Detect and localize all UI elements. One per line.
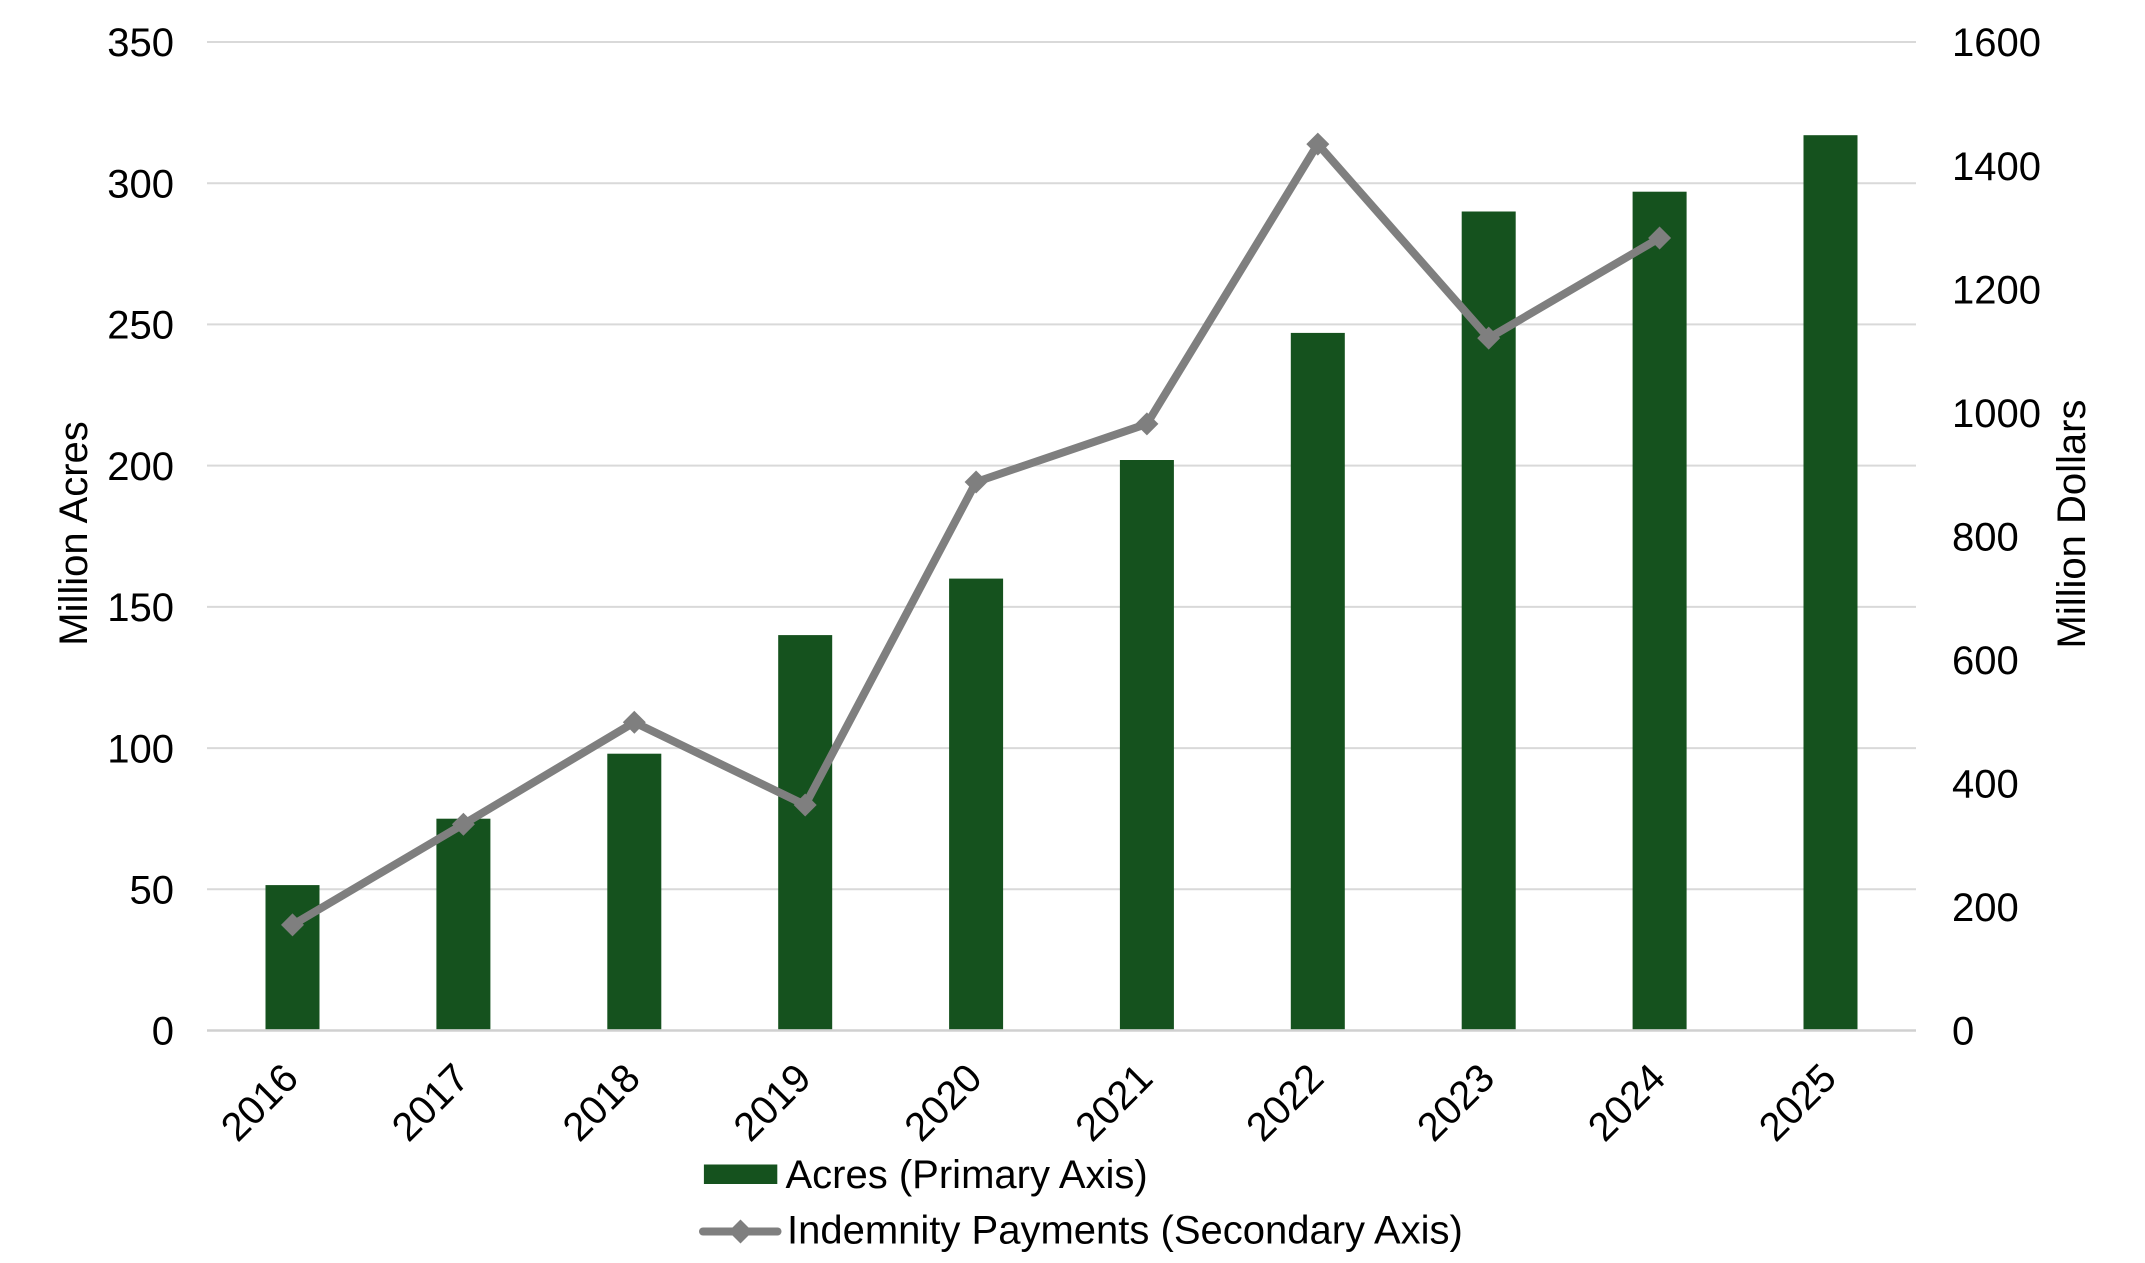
svg-text:200: 200 — [1952, 886, 2019, 930]
svg-text:Million Dollars: Million Dollars — [2050, 400, 2094, 649]
svg-text:300: 300 — [107, 162, 174, 206]
svg-text:600: 600 — [1952, 639, 2019, 683]
svg-text:Acres (Primary Axis): Acres (Primary Axis) — [786, 1153, 1148, 1197]
svg-text:150: 150 — [107, 586, 174, 630]
svg-text:1600: 1600 — [1952, 21, 2041, 65]
svg-text:350: 350 — [107, 21, 174, 65]
svg-text:1400: 1400 — [1952, 145, 2041, 189]
svg-text:Indemnity Payments (Secondary: Indemnity Payments (Secondary Axis) — [787, 1209, 1463, 1253]
svg-text:800: 800 — [1952, 515, 2019, 559]
svg-text:Million Acres: Million Acres — [52, 421, 96, 646]
svg-text:400: 400 — [1952, 763, 2019, 807]
svg-text:0: 0 — [152, 1010, 174, 1054]
svg-text:200: 200 — [107, 445, 174, 489]
svg-text:50: 50 — [130, 869, 175, 913]
svg-text:250: 250 — [107, 304, 174, 348]
svg-text:0: 0 — [1952, 1010, 1974, 1054]
svg-text:100: 100 — [107, 727, 174, 771]
svg-text:1000: 1000 — [1952, 392, 2041, 436]
svg-text:1200: 1200 — [1952, 268, 2041, 312]
